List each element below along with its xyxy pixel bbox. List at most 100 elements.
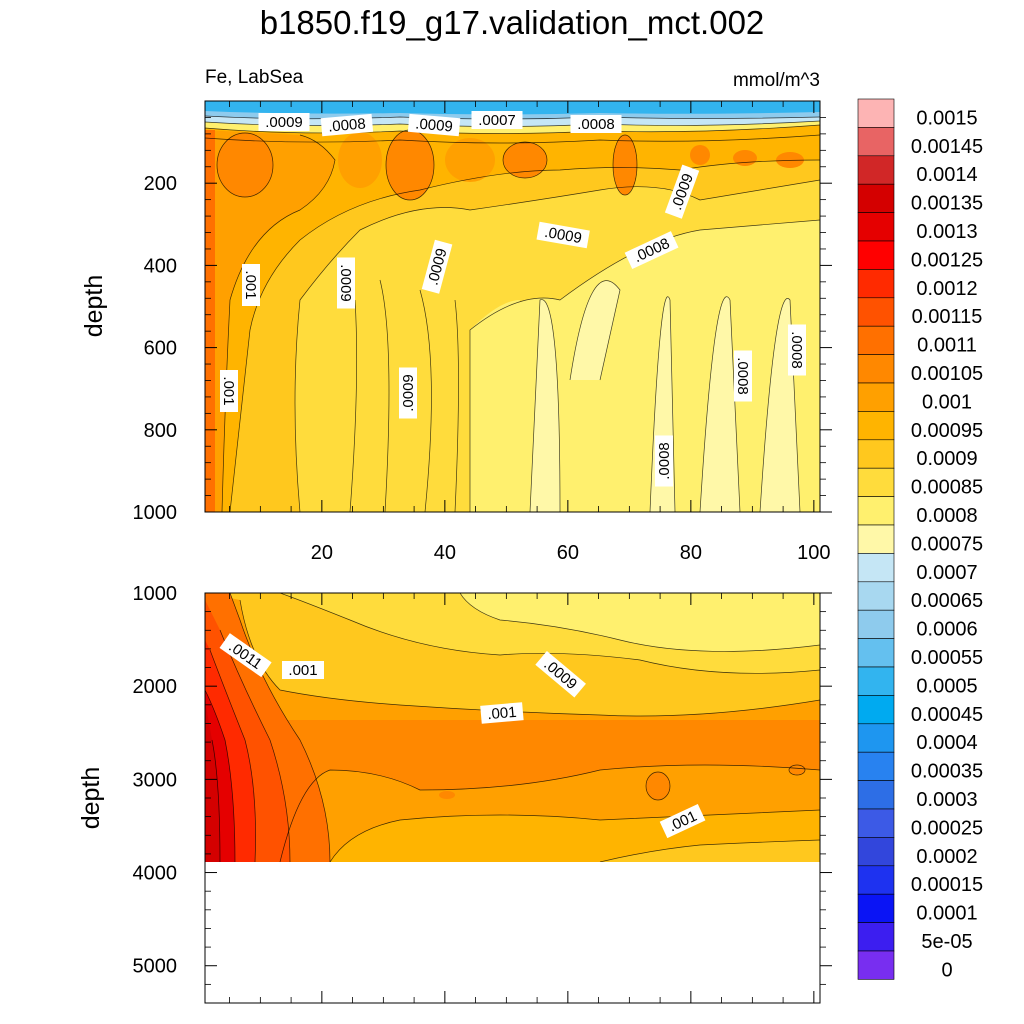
colorbar-swatch xyxy=(857,638,895,668)
colorbar-swatch xyxy=(857,553,895,583)
contour-label-box xyxy=(407,113,461,137)
contour-label: .0008 xyxy=(788,324,806,376)
colorbar-swatch xyxy=(857,240,895,270)
y-tick-label: 3000 xyxy=(133,769,178,791)
colorbar-label: 0.001 xyxy=(922,391,972,413)
colorbar-swatch xyxy=(857,98,895,128)
colorbar-label: 0.00045 xyxy=(911,704,983,726)
units-label: mmol/m^3 xyxy=(733,70,820,91)
colorbar-swatch xyxy=(857,297,895,327)
contour-label: .0007 xyxy=(471,111,523,129)
contour-label-box xyxy=(471,111,523,129)
colorbar-label: 0.00115 xyxy=(912,306,983,328)
colorbar-swatch xyxy=(857,695,895,725)
colorbar-label: 0.00085 xyxy=(911,477,983,499)
contour-label-box xyxy=(664,164,700,219)
contour-label: .0009 xyxy=(407,113,461,137)
colorbar-swatch xyxy=(857,411,895,441)
y-tick-label: 800 xyxy=(144,420,177,442)
contour-label-box xyxy=(220,370,238,412)
x-tick-label: 100 xyxy=(797,542,830,564)
contour-label: .0008 xyxy=(734,350,752,402)
colorbar-label: 0.00065 xyxy=(911,590,983,612)
contour-label-text: .0008 xyxy=(734,357,751,395)
colorbar-label: 0.0002 xyxy=(916,846,977,868)
contour-label: .0009 xyxy=(399,367,417,419)
y-tick-label: 200 xyxy=(144,173,177,195)
colorbar-label: 0.0006 xyxy=(916,619,977,641)
colorbar-swatch xyxy=(857,439,895,469)
lower-panel: .0011.001.0009.001.001 10002000300040005… xyxy=(77,583,832,1004)
contour-label-box xyxy=(655,435,673,487)
contour-label-text: .0009 xyxy=(337,264,354,302)
contour-label-text: .0009 xyxy=(543,224,583,247)
contour-label: .0009 xyxy=(258,113,310,131)
colorbar-swatch xyxy=(857,609,895,639)
colorbar-label: 0 xyxy=(941,959,952,981)
contour-label-text: .0008 xyxy=(656,442,673,480)
colorbar-label: 0.0005 xyxy=(916,675,977,697)
colorbar-label: 0.0003 xyxy=(916,789,977,811)
contour-label-text: .0009 xyxy=(400,374,417,412)
colorbar-swatch xyxy=(857,467,895,497)
contour-label-box xyxy=(421,239,453,294)
contour-label-box xyxy=(535,650,586,698)
contour-label-box xyxy=(219,633,272,678)
colorbar-label: 0.00025 xyxy=(911,817,983,839)
contour-label: .0008 xyxy=(570,115,622,133)
contour-label: .001 xyxy=(242,264,260,306)
colorbar-label: 0.0011 xyxy=(917,335,977,357)
y-tick-label: 1000 xyxy=(133,583,178,605)
x-tick-label: 40 xyxy=(434,542,456,564)
y-tick-label: 4000 xyxy=(133,863,178,885)
contour-label: .001 xyxy=(480,702,524,724)
colorbar-label: 0.0014 xyxy=(916,164,977,186)
contour-label-box xyxy=(570,115,622,133)
colorbar-label: 0.0012 xyxy=(916,278,977,300)
colorbar-swatch xyxy=(857,751,895,781)
contour-label-box xyxy=(399,367,417,419)
colorbar-label: 0.00145 xyxy=(911,136,983,158)
colorbar-swatch xyxy=(857,723,895,753)
contour-label-text: .001 xyxy=(487,704,518,723)
contour-label-box xyxy=(282,661,324,679)
upper-y-axis: 200 400 600 800 1000 xyxy=(133,117,832,524)
contour-label-box xyxy=(734,350,752,402)
contour-label-text: .0008 xyxy=(328,115,367,135)
colorbar-swatch xyxy=(857,354,895,384)
contour-label: .001 xyxy=(282,661,324,679)
colorbar-swatch xyxy=(857,581,895,611)
colorbar-swatch xyxy=(857,212,895,242)
contour-label-text: .001 xyxy=(288,662,317,679)
contour-label-box xyxy=(258,113,310,131)
colorbar-label: 0.00105 xyxy=(911,363,983,385)
contour-label-box xyxy=(624,231,679,270)
contour-label-box xyxy=(337,257,355,309)
colorbar: 0.0015 0.00145 0.0014 0.00135 0.0013 0.00125 0… xyxy=(857,98,983,981)
colorbar-label: 0.0009 xyxy=(916,448,977,470)
contour-label: .0009 xyxy=(337,257,355,309)
variable-label: Fe, LabSea xyxy=(205,67,304,88)
colorbar-label: 0.00125 xyxy=(911,249,983,271)
lower-x-axis xyxy=(229,593,815,1003)
colorbar-swatch xyxy=(857,155,895,185)
colorbar-swatch xyxy=(857,780,895,810)
colorbar-label: 0.00055 xyxy=(911,647,983,669)
contour-label: .0008 xyxy=(655,435,673,487)
contour-label-box xyxy=(659,804,706,839)
contour-label: .0009 xyxy=(536,221,590,249)
contour-label-box xyxy=(242,264,260,306)
y-tick-label: 1000 xyxy=(133,502,178,524)
colorbar-swatch xyxy=(857,183,895,213)
upper-plot-frame xyxy=(204,100,821,513)
lower-y-axis: 1000 2000 3000 4000 5000 xyxy=(133,583,832,985)
colorbar-swatch xyxy=(857,837,895,867)
colorbar-label: 0.0004 xyxy=(916,732,977,754)
y-tick-label: 400 xyxy=(144,255,177,277)
colorbar-swatch xyxy=(857,269,895,299)
colorbar-swatch xyxy=(857,496,895,526)
colorbar-label: 0.0001 xyxy=(916,903,977,925)
x-tick-label: 60 xyxy=(557,542,579,564)
colorbar-swatch xyxy=(857,950,895,980)
